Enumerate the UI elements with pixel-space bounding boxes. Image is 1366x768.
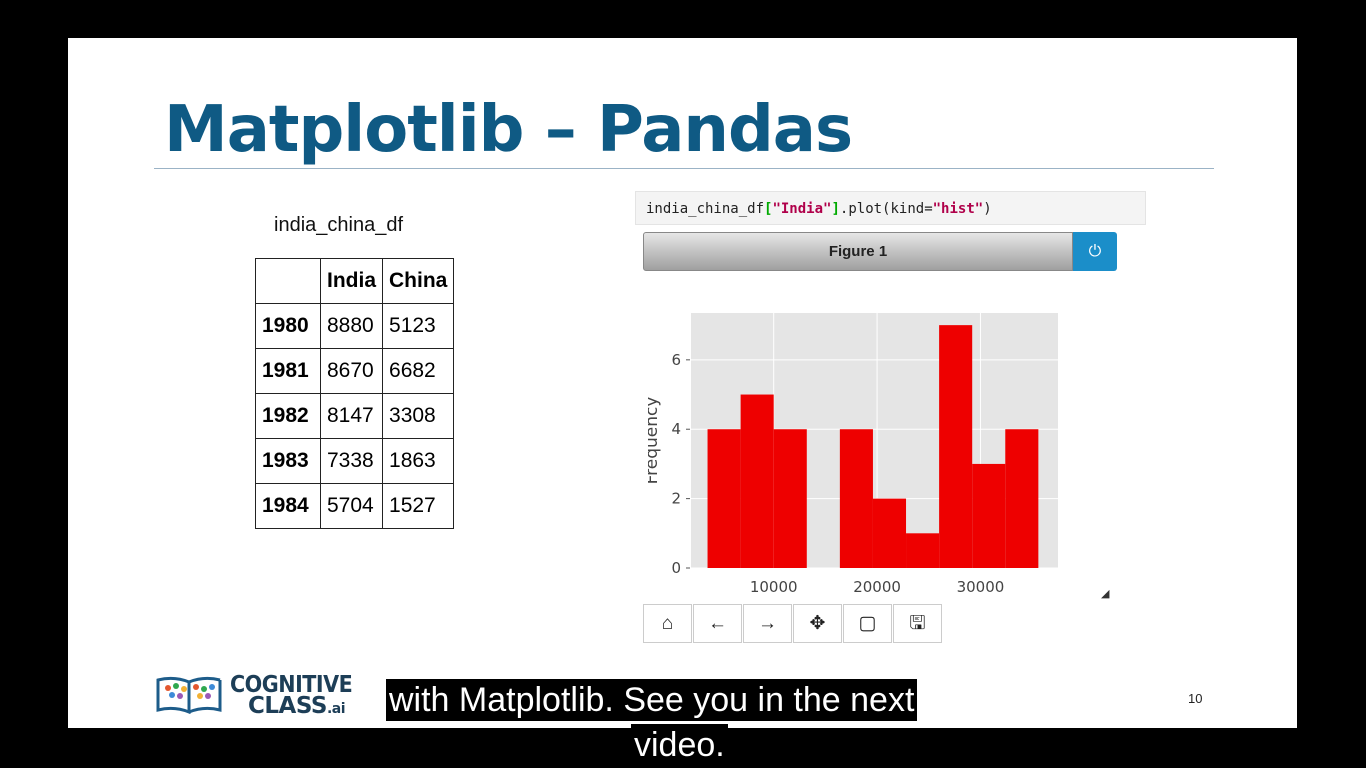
page-number: 10 <box>1188 691 1203 706</box>
code-key: "India" <box>772 201 832 217</box>
table-cell: 6682 <box>382 348 455 394</box>
row-label: 1981 <box>255 348 321 394</box>
table-cell: 5123 <box>382 303 455 349</box>
table-row: 1980 8880 5123 <box>255 303 455 349</box>
dataframe-label: india_china_df <box>274 214 403 236</box>
table-header-cell: India <box>319 258 384 304</box>
table-cell: 7338 <box>319 438 384 484</box>
code-close-bracket: ] <box>831 201 840 217</box>
y-tick-label: 0 <box>671 559 681 577</box>
subtitle-line-2: video. <box>631 724 728 766</box>
table-header-cell: China <box>382 258 455 304</box>
table-cell: 8880 <box>319 303 384 349</box>
logo-class-text: CLASS <box>248 693 327 719</box>
save-button[interactable]: 🖫 <box>893 604 942 643</box>
x-tick-label: 30000 <box>957 578 1005 596</box>
table-row: 1983 7338 1863 <box>255 438 455 484</box>
histogram-bar <box>972 463 1006 568</box>
dataframe-table: India China 1980 8880 5123 1981 8670 668… <box>255 258 455 529</box>
code-arg: "hist" <box>932 201 984 217</box>
power-icon: ⏻ <box>1088 243 1102 260</box>
table-cell: 3308 <box>382 393 455 439</box>
logo-suffix: .ai <box>326 701 346 717</box>
x-tick-label: 20000 <box>853 578 901 596</box>
back-arrow-icon: ← <box>708 613 727 634</box>
zoom-button[interactable]: ▢ <box>843 604 892 643</box>
histogram-bar <box>707 429 741 568</box>
home-icon: ⌂ <box>661 613 674 634</box>
table-header-cell <box>255 258 321 304</box>
forward-button[interactable]: → <box>743 604 792 643</box>
code-open-bracket: [ <box>764 201 773 217</box>
table-cell: 8147 <box>319 393 384 439</box>
pan-button[interactable]: ✥ <box>793 604 842 643</box>
row-label: 1983 <box>255 438 321 484</box>
histogram-bar <box>740 394 774 568</box>
pan-icon: ✥ <box>809 613 826 634</box>
logo-line2: CLASS.ai <box>248 693 346 719</box>
subtitle-line-1: with Matplotlib. See you in the next <box>386 679 918 721</box>
row-label: 1984 <box>255 483 321 529</box>
x-tick-label: 10000 <box>750 578 798 596</box>
code-method: .plot(kind= <box>839 201 933 217</box>
power-button[interactable]: ⏻ <box>1073 232 1117 271</box>
table-cell: 5704 <box>319 483 384 529</box>
table-row: 1981 8670 6682 <box>255 348 455 394</box>
histogram-bar <box>773 429 807 568</box>
save-icon: 🖫 <box>909 613 926 634</box>
back-button[interactable]: ← <box>693 604 742 643</box>
title-divider <box>154 168 1214 169</box>
y-axis-label: Frequency <box>648 397 662 485</box>
y-tick-label: 2 <box>671 490 681 508</box>
table-row: 1982 8147 3308 <box>255 393 455 439</box>
y-tick-label: 4 <box>671 420 681 438</box>
table-cell: 1527 <box>382 483 455 529</box>
code-suffix: ) <box>983 201 992 217</box>
slide: Matplotlib – Pandas india_china_df India… <box>68 38 1297 728</box>
histogram-bar <box>872 498 907 568</box>
table-cell: 8670 <box>319 348 384 394</box>
resize-handle-icon[interactable]: ◢ <box>1101 588 1110 600</box>
code-prefix: india_china_df <box>646 201 765 217</box>
row-label: 1980 <box>255 303 321 349</box>
logo-book-icon <box>156 676 222 714</box>
histogram-bar <box>939 325 973 568</box>
row-label: 1982 <box>255 393 321 439</box>
histogram-bar <box>1005 429 1039 568</box>
figure-title-bar: Figure 1 <box>643 232 1073 271</box>
table-header-row: India China <box>255 258 455 304</box>
table-cell: 1863 <box>382 438 455 484</box>
logo-line1: COGNITIVE <box>230 672 353 698</box>
code-cell[interactable]: india_china_df["India"].plot(kind="hist"… <box>635 191 1146 225</box>
zoom-rect-icon: ▢ <box>858 613 877 634</box>
y-tick-label: 6 <box>671 351 681 369</box>
home-button[interactable]: ⌂ <box>643 604 692 643</box>
histogram-bar <box>839 429 873 568</box>
histogram-bar <box>906 533 940 568</box>
slide-title: Matplotlib – Pandas <box>164 93 853 167</box>
table-row: 1984 5704 1527 <box>255 483 455 529</box>
figure-toolbar: ⌂ ← → ✥ ▢ 🖫 <box>643 604 943 643</box>
forward-arrow-icon: → <box>758 613 777 634</box>
histogram-chart: 0 2 4 6 10000 20000 30000 Frequency <box>648 313 1058 596</box>
